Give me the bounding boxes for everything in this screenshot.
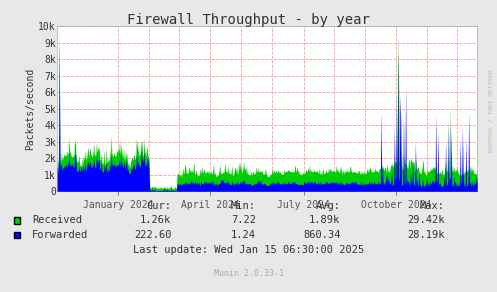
Y-axis label: Packets/second: Packets/second (25, 68, 35, 150)
Text: Cur:: Cur: (147, 201, 171, 211)
Text: 29.42k: 29.42k (408, 215, 445, 225)
Text: Min:: Min: (231, 201, 256, 211)
Text: Avg:: Avg: (316, 201, 340, 211)
Text: 1.89k: 1.89k (309, 215, 340, 225)
Text: 28.19k: 28.19k (408, 230, 445, 240)
Text: RRDTOOL / TOBI OETIKER: RRDTOOL / TOBI OETIKER (488, 70, 493, 152)
Text: 7.22: 7.22 (231, 215, 256, 225)
Text: 222.60: 222.60 (134, 230, 171, 240)
Text: 1.24: 1.24 (231, 230, 256, 240)
Text: 860.34: 860.34 (303, 230, 340, 240)
Text: Forwarded: Forwarded (32, 230, 88, 240)
Text: Munin 2.0.33-1: Munin 2.0.33-1 (214, 269, 283, 277)
Text: Received: Received (32, 215, 83, 225)
Text: Last update: Wed Jan 15 06:30:00 2025: Last update: Wed Jan 15 06:30:00 2025 (133, 245, 364, 255)
Text: Max:: Max: (420, 201, 445, 211)
Text: 1.26k: 1.26k (140, 215, 171, 225)
Text: Firewall Throughput - by year: Firewall Throughput - by year (127, 13, 370, 27)
